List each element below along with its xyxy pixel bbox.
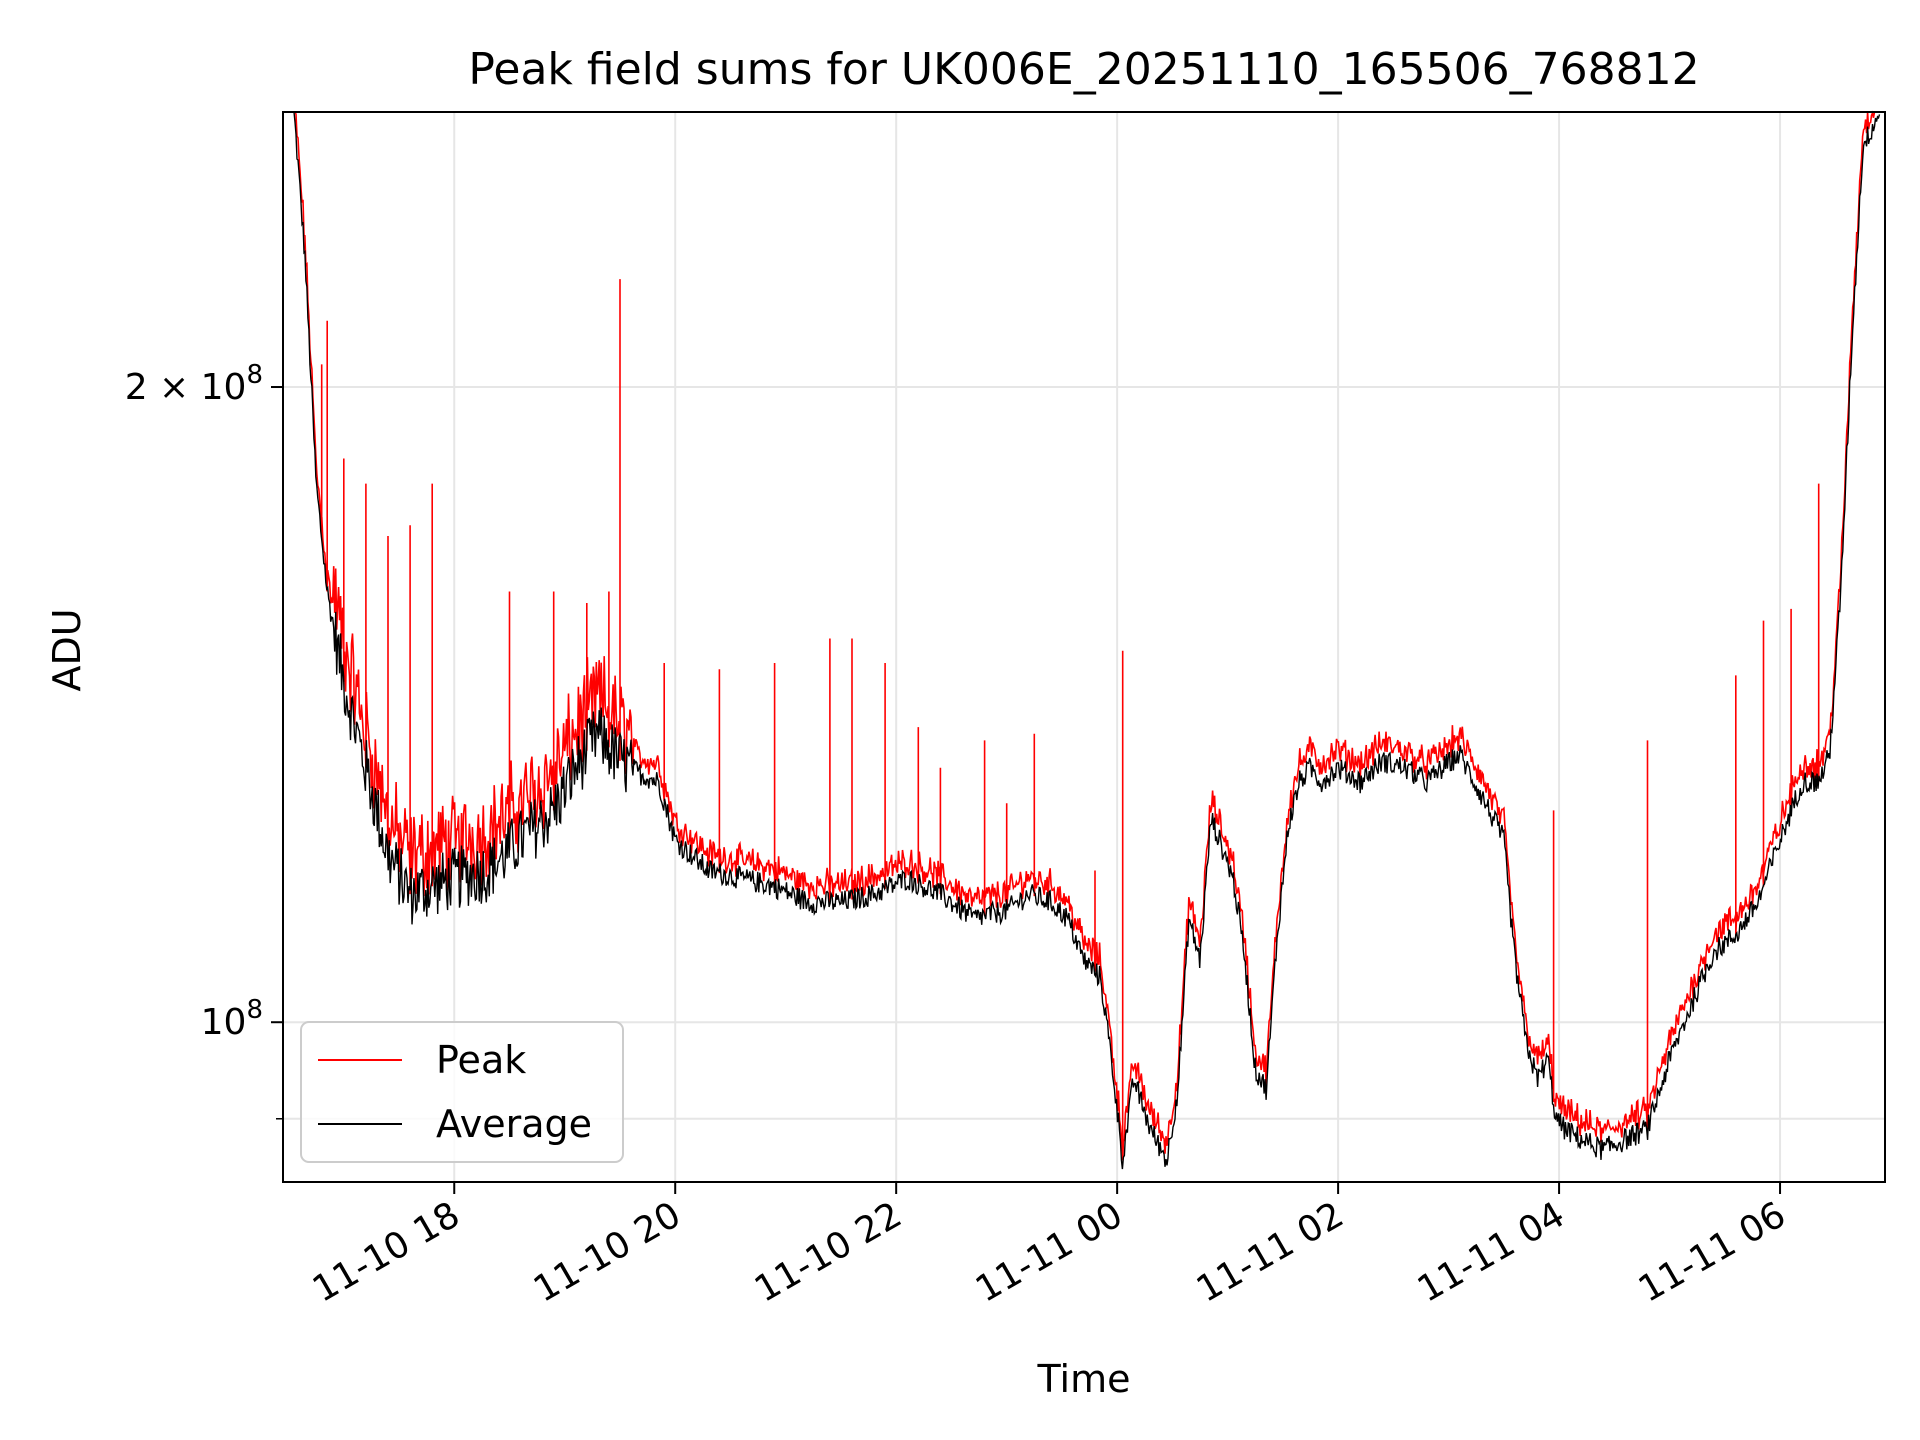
y-axis-label: ADU [45, 608, 89, 691]
series-peak-line [294, 110, 1880, 1161]
legend: Peak Average [300, 1021, 624, 1163]
x-axis-label: Time [1037, 1357, 1131, 1401]
legend-box [300, 1021, 624, 1163]
plot-frame [282, 111, 1886, 1183]
chart-title: Peak field sums for UK006E_20251110_1655… [468, 44, 1699, 95]
y-tick-label: 2 × 108 [125, 360, 263, 408]
legend-average-label: Average [436, 1102, 592, 1146]
series-average-line [293, 111, 1881, 1170]
grid [283, 112, 1885, 1182]
legend-peak-label: Peak [436, 1038, 526, 1082]
series-layer [293, 110, 1881, 1170]
